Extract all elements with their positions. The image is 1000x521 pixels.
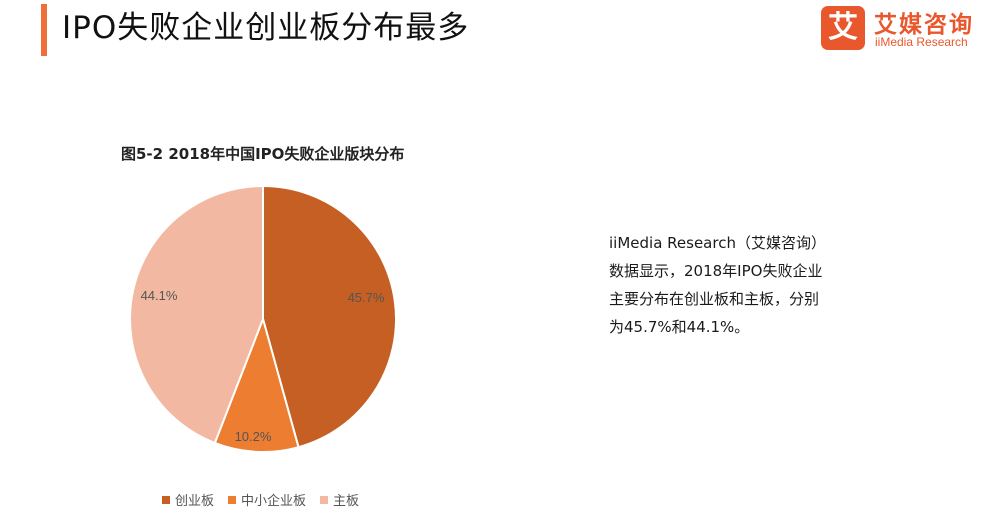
pie-slice-2 (129, 184, 264, 445)
legend-label: 中小企业板 (241, 494, 307, 509)
chart-legend: 创业板 中小企业板 主板 (162, 490, 373, 509)
description-line: iiMedia Research（艾媒咨询） (609, 234, 826, 252)
logo-icon: 艾 (821, 6, 865, 50)
description-line: 数据显示，2018年IPO失败企业 (609, 262, 823, 280)
legend-swatch (228, 496, 237, 504)
legend-swatch (320, 496, 329, 504)
logo-name-en: iiMedia Research (875, 35, 968, 49)
pie-slice-0 (262, 184, 397, 449)
title-accent-bar (41, 4, 47, 56)
legend-label: 创业板 (175, 494, 215, 509)
legend-item: 中小企业板 (228, 490, 306, 509)
slice-data-label: 45.7% (348, 290, 385, 305)
pie-slice-1 (213, 315, 300, 453)
brand-logo: 艾 艾媒咨询 iiMedia Research (812, 5, 992, 53)
legend-label: 主板 (333, 494, 360, 509)
legend-swatch (162, 496, 170, 504)
slice-data-label: 44.1% (141, 288, 178, 303)
description-line: 主要分布在创业板和主板，分别 (609, 290, 820, 308)
logo-name-cn: 艾媒咨询 (874, 12, 974, 38)
page-title: IPO失败企业创业板分布最多 (62, 10, 470, 46)
logo-glyph: 艾 (828, 10, 858, 45)
slice-data-label: 10.2% (235, 429, 272, 444)
chart-title: 图5-2 2018年中国IPO失败企业版块分布 (121, 145, 405, 163)
description-text: iiMedia Research（艾媒咨询） 数据显示，2018年IPO失败企业… (609, 229, 859, 341)
description-line: 为45.7%和44.1%。 (609, 318, 750, 336)
legend-item: 创业板 (162, 490, 214, 509)
legend-item: 主板 (320, 490, 359, 509)
